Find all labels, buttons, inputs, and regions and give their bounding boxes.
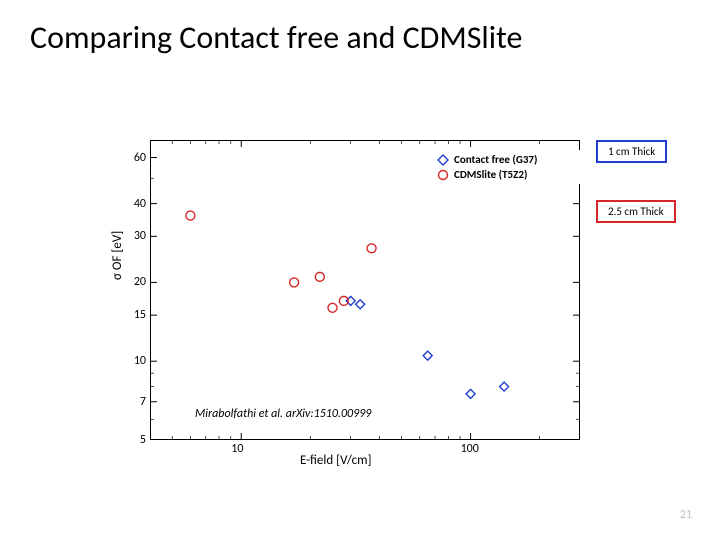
page-number: 21: [680, 508, 692, 522]
slide: { "title": "Comparing Contact free and C…: [0, 0, 720, 540]
legend-item: Contact free (G37): [436, 152, 578, 167]
circle-icon: [436, 169, 450, 181]
y-tick-label: 30: [116, 229, 146, 243]
y-tick-label: 60: [116, 151, 146, 165]
y-tick-label: 7: [116, 395, 146, 409]
y-tick-label: 5: [116, 433, 146, 447]
citation-text: Mirabolfathi et al. arXiv:1510.00999: [195, 407, 371, 421]
legend-label: CDMSlite (T5Z2): [454, 167, 527, 182]
chart-svg: [150, 140, 580, 440]
x-tick-label: 10: [231, 442, 243, 456]
diamond-icon: [436, 154, 450, 166]
callout-thickness-2p5cm: 2.5 cm Thick: [596, 200, 676, 223]
x-tick-label: 100: [461, 442, 479, 456]
legend-label: Contact free (G37): [454, 152, 537, 167]
legend-item: CDMSlite (T5Z2): [436, 167, 578, 182]
callout-thickness-1cm: 1 cm Thick: [596, 140, 667, 163]
y-tick-label: 20: [116, 275, 146, 289]
y-tick-label: 40: [116, 197, 146, 211]
y-tick-label: 10: [116, 354, 146, 368]
x-axis-label: E-field [V/cm]: [300, 453, 372, 468]
y-tick-label: 15: [116, 308, 146, 322]
scatter-chart: [150, 140, 580, 440]
slide-title: Comparing Contact free and CDMSlite: [30, 18, 690, 57]
legend: Contact free (G37) CDMSlite (T5Z2): [432, 150, 582, 184]
